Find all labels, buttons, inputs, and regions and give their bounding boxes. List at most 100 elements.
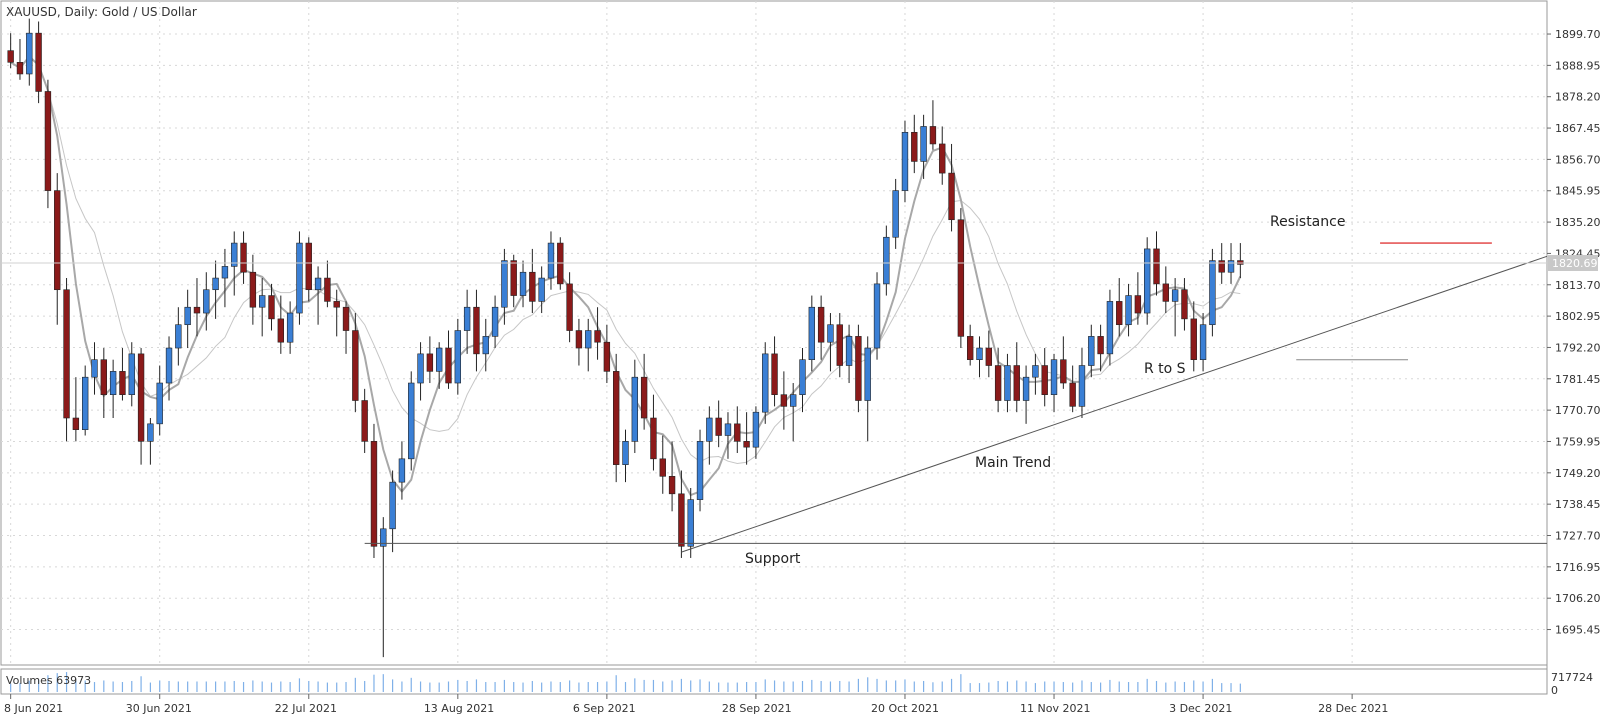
y-tick-label: 1727.70 — [1555, 530, 1601, 543]
candle-bull — [435, 347, 443, 372]
candle-bear — [640, 376, 648, 419]
candle-bull — [696, 441, 704, 500]
candle-bear — [305, 242, 312, 291]
y-tick-label: 1899.70 — [1555, 28, 1601, 41]
y-tick-label: 1695.45 — [1555, 624, 1601, 637]
candle-bull — [165, 347, 173, 384]
candle-bull — [752, 411, 760, 448]
y-tick-label: 1759.95 — [1555, 435, 1601, 448]
candle-bull — [864, 347, 871, 401]
y-tick-label: 1749.20 — [1555, 467, 1601, 480]
candle-bull — [314, 277, 322, 291]
current-price-tag — [1548, 255, 1598, 271]
annotation-resistance: Resistance — [1270, 214, 1345, 230]
candle-bear — [510, 260, 517, 296]
volume-label: Volumes 63973 — [6, 674, 91, 687]
candle-bull — [1199, 324, 1207, 360]
candle-bear — [277, 318, 285, 343]
candle-bull — [389, 481, 396, 530]
candle-bull — [827, 324, 834, 343]
candle-bear — [659, 458, 666, 477]
volume-bars — [10, 672, 1241, 692]
y-tick-label: 1856.70 — [1555, 153, 1601, 166]
x-tick-label: 28 Dec 2021 — [1318, 702, 1388, 715]
annotation-support: Support — [745, 551, 801, 567]
x-tick-label: 8 Jun 2021 — [4, 702, 63, 715]
candle-bear — [1190, 318, 1197, 360]
candle-bear — [193, 306, 201, 314]
candle-bull — [81, 376, 89, 430]
candle-bear — [780, 394, 788, 407]
candle-bull — [808, 306, 816, 360]
x-tick-label: 30 Jun 2021 — [126, 702, 192, 715]
candle-bear — [54, 190, 61, 291]
candle-bull — [585, 330, 592, 349]
candle-bear — [771, 353, 778, 395]
candle-bull — [547, 242, 555, 279]
candle-bear — [817, 306, 825, 343]
candle-bull — [631, 376, 639, 442]
candle-bull — [789, 394, 797, 407]
time-axis: 8 Jun 2021 30 Jun 2021 22 Jul 2021 13 Aug 2… — [4, 694, 1388, 715]
candle-bear — [1116, 301, 1123, 326]
candle-bull — [482, 336, 489, 355]
x-tick-label: 22 Jul 2021 — [275, 702, 337, 715]
candle-bull — [398, 458, 406, 483]
candle-bear — [333, 301, 340, 308]
candle-bear — [1218, 260, 1225, 273]
candle-bear — [63, 289, 70, 419]
y-tick-label: 1738.45 — [1555, 498, 1601, 511]
y-tick-label: 1802.95 — [1555, 310, 1601, 323]
candle-bear — [678, 493, 685, 547]
candle-bear — [370, 441, 378, 547]
candle-bull — [1125, 295, 1132, 326]
candle-bull — [622, 441, 629, 465]
candle-bull — [286, 312, 294, 343]
candle-bull — [175, 324, 182, 349]
candle-bear — [612, 371, 620, 465]
candle-bull — [519, 271, 527, 296]
candle-bear — [957, 219, 965, 337]
candle-bull — [128, 353, 135, 395]
candle-bull — [1078, 365, 1086, 407]
candle-bull — [799, 359, 806, 395]
candle-bull — [1227, 260, 1235, 273]
candle-bear — [352, 330, 359, 401]
y-tick-label: 1792.20 — [1555, 341, 1601, 354]
y-tick-label: 1878.20 — [1555, 91, 1601, 104]
candle-bull — [976, 347, 983, 360]
candle-bear — [100, 359, 108, 395]
candle-bear — [929, 126, 937, 145]
candle-bear — [249, 271, 257, 308]
y-tick-label: 1706.20 — [1555, 592, 1601, 605]
candle-bear — [836, 324, 843, 366]
candle-bear — [361, 400, 368, 442]
candle-bull — [417, 353, 424, 384]
candle-bear — [426, 353, 434, 372]
candle-bear — [948, 172, 955, 221]
candle-bear — [119, 371, 126, 395]
volume-min-label: 0 — [1551, 684, 1558, 697]
candle-bull — [296, 242, 303, 314]
chart-title: XAUUSD, Daily: Gold / US Dollar — [6, 5, 197, 19]
candle-bull — [1050, 359, 1058, 395]
candle-bear — [939, 143, 946, 174]
candle-bear — [445, 347, 452, 384]
candle-bear — [911, 131, 918, 162]
candle-bull — [1143, 248, 1151, 314]
candle-bear — [715, 417, 722, 436]
candle-bear — [668, 476, 676, 495]
candle-bull — [892, 190, 899, 238]
candle-bull — [147, 423, 154, 442]
trend-lines — [364, 242, 1548, 553]
line-main-trend — [681, 255, 1548, 553]
candle-bear — [35, 32, 42, 92]
candle-bear — [650, 417, 657, 460]
candle-bear — [855, 336, 862, 401]
candle-bull — [1004, 365, 1011, 401]
candle-bull — [109, 371, 117, 395]
candle-bull — [1022, 376, 1030, 401]
y-tick-label: 1781.45 — [1555, 373, 1601, 386]
candle-bull — [91, 359, 98, 378]
